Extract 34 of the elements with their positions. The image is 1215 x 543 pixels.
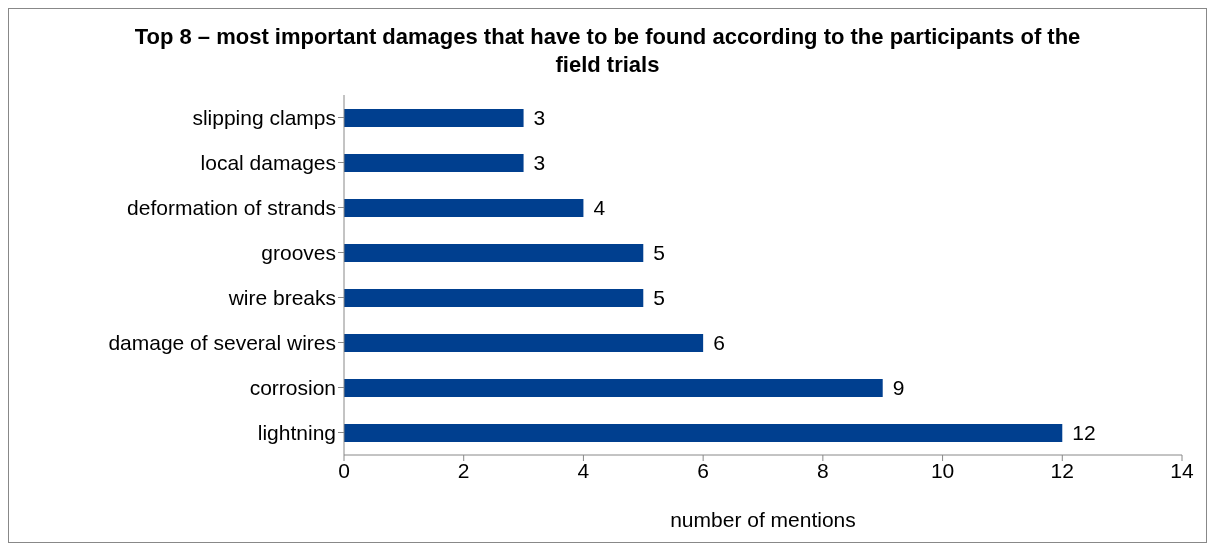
- chart-title: Top 8 – most important damages that have to be found according to the participants of the field trials: [133, 23, 1082, 79]
- data-label: 12: [1072, 421, 1096, 445]
- x-tick-label: 12: [1050, 458, 1074, 482]
- bar: [344, 199, 584, 217]
- y-tick-label: wire breaks: [227, 285, 336, 309]
- data-label: 4: [593, 196, 606, 220]
- data-label: 5: [653, 241, 665, 265]
- bar: [344, 109, 524, 127]
- data-label: 9: [892, 376, 905, 400]
- data-label: 5: [653, 286, 665, 310]
- bar: [344, 244, 644, 262]
- x-axis-title: number of mentions: [670, 508, 856, 531]
- y-tick-label: local damages: [200, 150, 336, 174]
- bar: [344, 424, 1063, 442]
- x-tick-label: 14: [1170, 458, 1194, 482]
- x-tick-label: 6: [697, 458, 709, 482]
- bar: [344, 289, 644, 307]
- y-tick-label: damage of several wires: [108, 330, 336, 354]
- x-tick-label: 2: [457, 458, 470, 482]
- data-label: 3: [533, 151, 546, 175]
- bar: [344, 379, 883, 397]
- y-tick-label: grooves: [261, 240, 336, 264]
- data-label: 3: [533, 106, 546, 130]
- y-tick-label: deformation of strands: [127, 195, 336, 219]
- y-tick-label: slipping clamps: [192, 105, 336, 129]
- x-tick-label: 10: [930, 458, 955, 482]
- data-label: 6: [713, 331, 725, 355]
- x-tick-label: 0: [338, 458, 350, 482]
- x-tick-label: 8: [817, 458, 829, 482]
- y-tick-label: corrosion: [249, 375, 336, 399]
- bar: [344, 334, 704, 352]
- bar: [344, 154, 524, 172]
- y-tick-label: lightning: [257, 420, 336, 444]
- x-tick-label: 4: [577, 458, 590, 482]
